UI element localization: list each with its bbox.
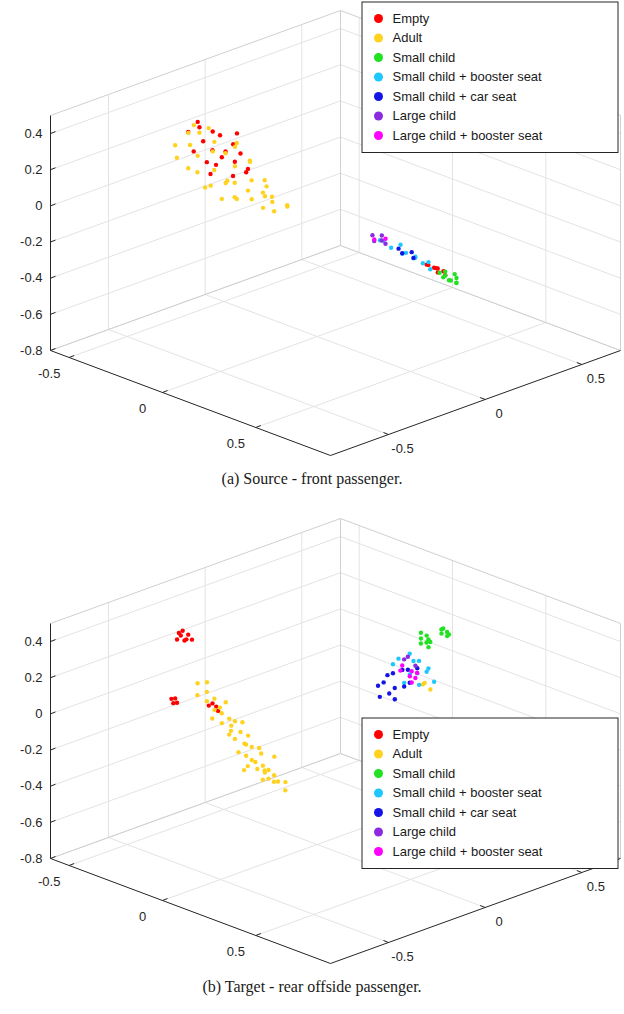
svg-text:0: 0: [35, 706, 42, 721]
svg-text:0: 0: [139, 401, 146, 416]
svg-text:-0.8: -0.8: [20, 343, 42, 358]
svg-text:-0.2: -0.2: [20, 742, 42, 757]
svg-text:Empty: Empty: [393, 11, 430, 26]
svg-text:Large child: Large child: [393, 824, 457, 839]
svg-text:0.5: 0.5: [227, 944, 245, 959]
svg-text:-0.5: -0.5: [38, 874, 60, 889]
svg-text:Adult: Adult: [393, 30, 423, 45]
svg-text:0.2: 0.2: [24, 670, 42, 685]
svg-text:Adult: Adult: [393, 746, 423, 761]
html-text:(a) Source - front passenger.: (a) Source - front passenger.: [221, 470, 403, 487]
svg-text:Small child + car seat: Small child + car seat: [393, 805, 517, 820]
svg-text:Small child + car seat: Small child + car seat: [393, 89, 517, 104]
svg-text:-0.4: -0.4: [20, 778, 42, 793]
svg-text:-0.8: -0.8: [20, 851, 42, 866]
svg-text:Small child + booster seat: Small child + booster seat: [393, 69, 543, 84]
svg-text:0: 0: [35, 198, 42, 213]
svg-text:0.5: 0.5: [587, 879, 605, 894]
svg-text:Large child + booster seat: Large child + booster seat: [393, 128, 543, 143]
svg-text:-0.5: -0.5: [391, 441, 413, 456]
svg-text:-0.4: -0.4: [20, 270, 42, 285]
svg-text:0.5: 0.5: [587, 371, 605, 386]
svg-text:0.2: 0.2: [24, 162, 42, 177]
svg-text:-0.5: -0.5: [391, 949, 413, 964]
svg-text:Large child + booster seat: Large child + booster seat: [393, 844, 543, 859]
html-text:(b) Target - rear offside pass: (b) Target - rear offside passenger.: [202, 978, 422, 995]
svg-text:0: 0: [139, 909, 146, 924]
svg-text:0.5: 0.5: [227, 436, 245, 451]
svg-text:Empty: Empty: [393, 727, 430, 742]
svg-text:-0.6: -0.6: [20, 815, 42, 830]
svg-text:Small child + booster seat: Small child + booster seat: [393, 785, 543, 800]
svg-text:0.4: 0.4: [24, 126, 42, 141]
svg-text:0: 0: [496, 914, 503, 929]
svg-text:Small child: Small child: [393, 766, 456, 781]
svg-text:-0.5: -0.5: [38, 366, 60, 381]
svg-text:-0.2: -0.2: [20, 234, 42, 249]
svg-text:0.4: 0.4: [24, 634, 42, 649]
svg-text:Small child: Small child: [393, 50, 456, 65]
svg-text:0: 0: [496, 406, 503, 421]
svg-text:Large child: Large child: [393, 108, 457, 123]
svg-text:-0.6: -0.6: [20, 307, 42, 322]
